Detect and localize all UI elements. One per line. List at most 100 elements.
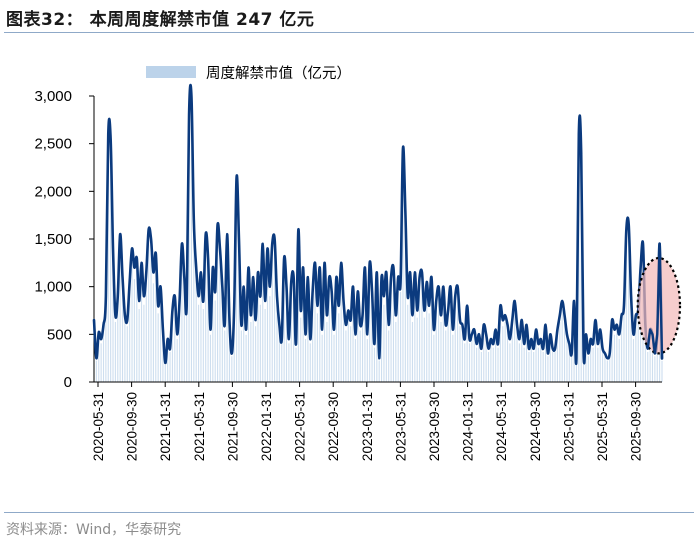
bar xyxy=(302,279,304,382)
source-note: 资料来源：Wind，华泰研究 xyxy=(6,522,182,538)
bar xyxy=(385,283,387,382)
bar xyxy=(464,343,466,382)
bar xyxy=(133,279,135,382)
bar xyxy=(136,270,138,382)
y-tick-label: 0 xyxy=(64,374,72,391)
bar xyxy=(440,321,442,382)
bar xyxy=(283,270,285,382)
bar xyxy=(212,279,214,382)
bar xyxy=(430,287,433,382)
bar xyxy=(625,244,627,382)
bar xyxy=(492,347,494,382)
bar xyxy=(121,287,124,382)
bar-series xyxy=(93,124,663,382)
bar xyxy=(649,334,651,382)
bar xyxy=(516,330,518,382)
bar xyxy=(466,313,468,382)
x-tick-label: 2022-09-30 xyxy=(326,392,341,461)
bar xyxy=(651,339,654,382)
bar xyxy=(221,296,223,382)
bar xyxy=(300,317,302,382)
bar xyxy=(228,326,231,382)
bar xyxy=(335,287,337,382)
bar xyxy=(459,326,461,382)
bar xyxy=(630,304,632,382)
bar xyxy=(366,339,368,382)
bar xyxy=(319,279,321,382)
legend-swatch xyxy=(146,66,196,78)
bar xyxy=(499,313,501,382)
bar xyxy=(231,356,233,382)
bar xyxy=(487,351,490,382)
x-tick-label: 2020-05-31 xyxy=(91,392,106,461)
bar xyxy=(621,321,623,382)
bar xyxy=(224,330,226,382)
bar xyxy=(566,339,568,382)
bar xyxy=(188,141,190,382)
bar xyxy=(362,321,364,382)
bar xyxy=(200,283,202,382)
y-tick-label: 2,000 xyxy=(34,183,72,200)
bar xyxy=(514,309,516,382)
bar xyxy=(207,270,209,382)
bar xyxy=(528,351,530,382)
x-tick-label: 2024-01-31 xyxy=(461,392,476,461)
bar xyxy=(547,356,549,382)
bar xyxy=(421,283,423,382)
bar xyxy=(378,360,380,382)
bar xyxy=(250,321,252,382)
bar xyxy=(276,304,278,382)
bar xyxy=(259,304,261,382)
x-tick-label: 2025-01-31 xyxy=(561,392,576,461)
bar xyxy=(245,334,247,382)
bar xyxy=(442,296,444,382)
bar xyxy=(661,360,663,382)
bar xyxy=(590,343,592,382)
bar xyxy=(540,343,542,382)
bar xyxy=(364,279,366,382)
bar xyxy=(573,309,575,382)
bar xyxy=(347,317,349,382)
bar xyxy=(129,291,131,382)
bar xyxy=(148,244,150,382)
bar xyxy=(110,163,112,382)
bar xyxy=(392,279,394,382)
bar xyxy=(376,283,378,382)
bar xyxy=(205,249,207,382)
bar xyxy=(395,321,397,382)
bar xyxy=(243,296,245,382)
bar xyxy=(635,321,637,382)
x-tick-label: 2023-05-31 xyxy=(393,392,408,461)
legend: 周度解禁市值（亿元） xyxy=(146,65,351,82)
bar xyxy=(647,351,649,382)
bar xyxy=(209,334,211,382)
bar xyxy=(176,339,178,382)
bar xyxy=(198,304,200,382)
bar xyxy=(414,283,416,382)
bar xyxy=(426,291,428,382)
bar xyxy=(616,330,618,382)
bar xyxy=(545,330,547,382)
bar xyxy=(549,339,551,382)
bar xyxy=(535,334,537,382)
bar xyxy=(497,347,499,382)
bar xyxy=(400,291,402,382)
bar xyxy=(568,347,570,382)
bar xyxy=(150,253,152,382)
y-tick-label: 1,000 xyxy=(34,279,72,296)
bar xyxy=(98,337,100,382)
bar xyxy=(419,287,421,382)
bar xyxy=(359,330,361,382)
bar xyxy=(233,313,235,382)
bar xyxy=(357,300,359,382)
bar xyxy=(445,330,447,382)
x-tick-label: 2025-05-31 xyxy=(595,392,610,461)
bar xyxy=(578,158,580,382)
bar xyxy=(457,296,459,382)
bar xyxy=(623,313,625,382)
bar xyxy=(480,351,482,382)
bar xyxy=(381,287,383,382)
bar xyxy=(564,321,566,382)
bar xyxy=(262,257,264,382)
bar xyxy=(416,317,418,382)
